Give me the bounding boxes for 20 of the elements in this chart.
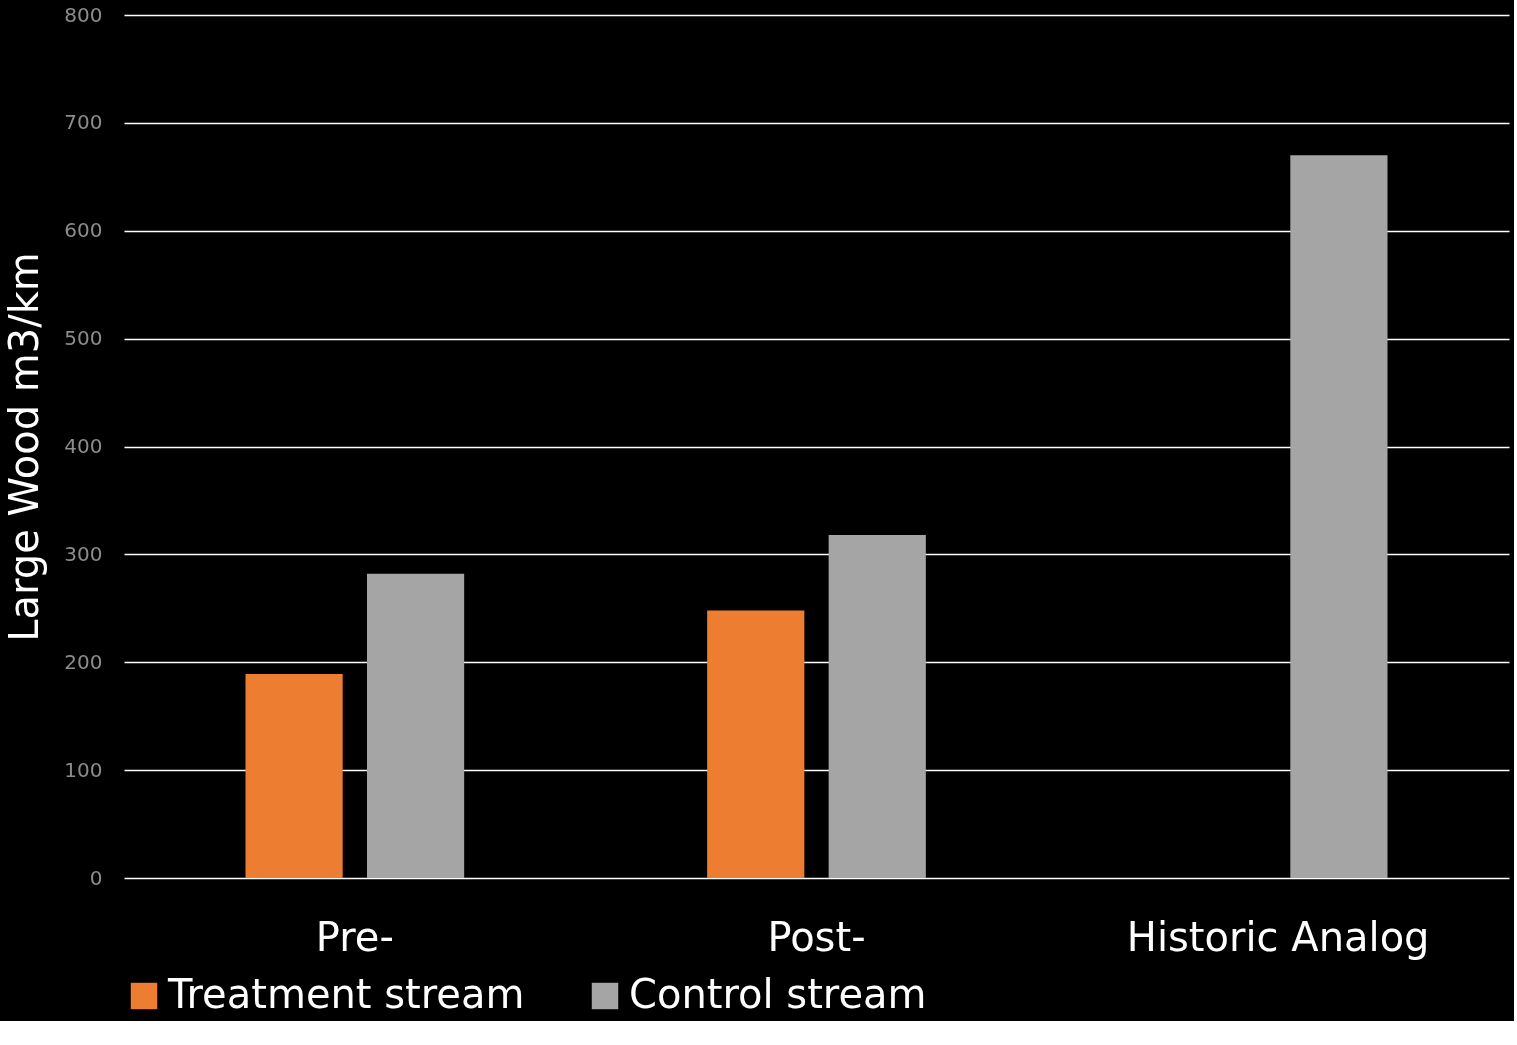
x-tick-label: Post- [767, 913, 866, 960]
y-axis-title: Large Wood m3/km [1, 252, 48, 642]
y-tick-label: 600 [64, 218, 103, 243]
y-tick-label: 0 [89, 865, 103, 890]
x-tick-label: Pre- [315, 913, 394, 960]
legend-label: Treatment stream [167, 971, 525, 1017]
y-tick-label: 300 [64, 541, 103, 566]
y-tick-label: 200 [64, 649, 103, 674]
x-tick-label: Historic Analog [1126, 913, 1430, 960]
y-tick-label: 800 [64, 2, 103, 27]
bar [245, 674, 343, 878]
y-tick-label: 100 [64, 757, 103, 782]
y-tick-label: 400 [64, 434, 103, 458]
y-tick-label: 500 [64, 326, 103, 351]
bar [828, 534, 926, 878]
bar [366, 573, 465, 878]
y-tick-label: 700 [64, 110, 103, 135]
bar [707, 610, 805, 878]
bar [1290, 155, 1388, 878]
legend-label: Control stream [629, 971, 927, 1017]
